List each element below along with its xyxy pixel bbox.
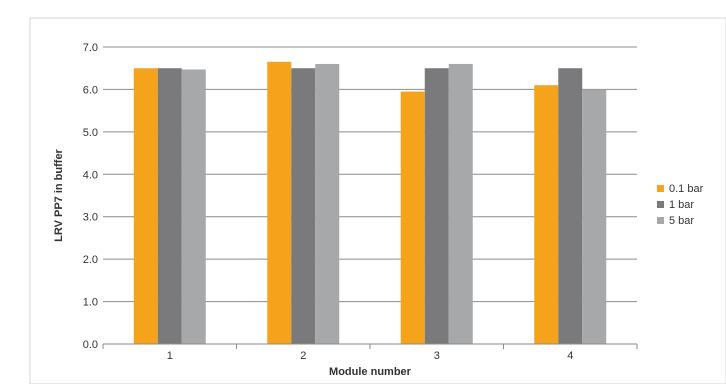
bar-0-1-bar-module-3: [400, 91, 425, 344]
y-tick-label: 3.0: [83, 212, 98, 224]
legend-swatch: [657, 201, 664, 208]
bar-0-1-bar-module-2: [267, 61, 292, 344]
bar-5-bar-module-2: [315, 63, 340, 344]
bar-5-bar-module-4: [582, 89, 607, 344]
legend-label: 0.1 bar: [669, 183, 704, 195]
bars: [133, 61, 607, 344]
y-tick-label: 7.0: [83, 42, 98, 54]
y-axis-title: LRV PP7 in buffer: [53, 148, 65, 241]
legend: 0.1 bar 1 bar 5 bar: [657, 183, 704, 227]
bar-0-1-bar-module-1: [133, 68, 158, 344]
x-tick-labels: 1 2 3 4: [102, 344, 638, 362]
y-tick-label: 5.0: [83, 127, 98, 139]
x-axis-title: Module number: [329, 366, 412, 378]
x-tick-label: 4: [567, 350, 573, 362]
legend-label: 5 bar: [669, 215, 694, 227]
bar-0-1-bar-module-4: [534, 85, 559, 344]
legend-swatch: [657, 185, 664, 192]
x-tick-label: 1: [167, 350, 173, 362]
bar-1-bar-module-3: [424, 68, 449, 344]
x-tick-label: 3: [434, 350, 440, 362]
bar-1-bar-module-2: [291, 68, 316, 344]
y-tick-label: 4.0: [83, 169, 98, 181]
bar-1-bar-module-4: [558, 68, 583, 344]
legend-swatch: [657, 217, 664, 224]
bar-5-bar-module-3: [448, 63, 473, 344]
y-tick-label: 0.0: [83, 339, 98, 351]
x-tick-label: 2: [300, 350, 306, 362]
legend-label: 1 bar: [669, 199, 694, 211]
y-tick-label: 1.0: [83, 297, 98, 309]
y-tick-labels: 0.0 1.0 2.0 3.0 4.0 5.0 6.0 7.0: [83, 42, 98, 351]
y-tick-label: 6.0: [83, 84, 98, 96]
bar-1-bar-module-1: [157, 68, 182, 344]
bar-5-bar-module-1: [181, 69, 206, 344]
y-tick-label: 2.0: [83, 254, 98, 266]
